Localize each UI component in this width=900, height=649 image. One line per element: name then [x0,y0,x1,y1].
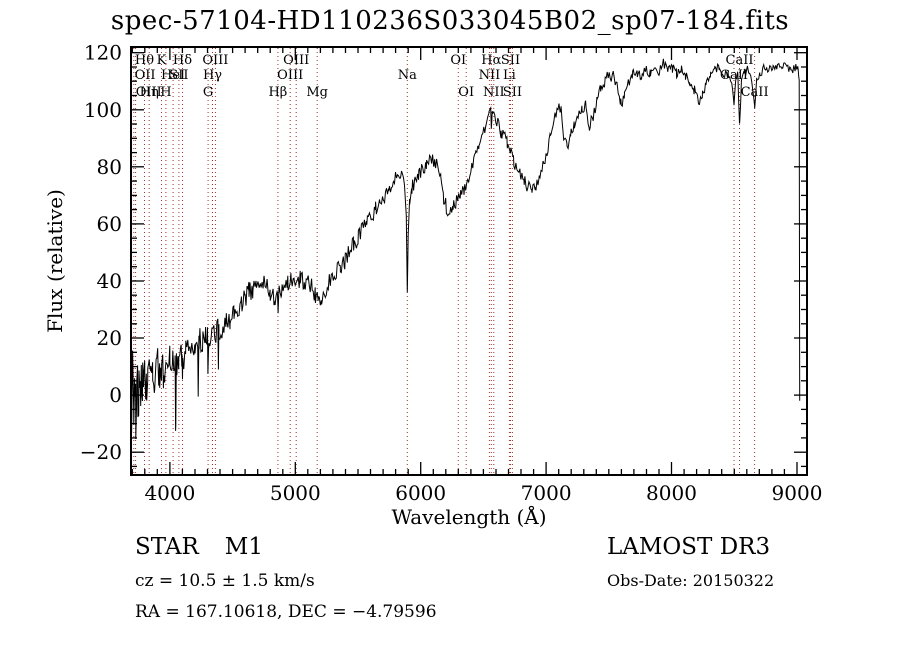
object-subclass: M1 [224,534,263,560]
svg-text:−20: −20 [80,440,122,464]
svg-text:4000: 4000 [144,481,195,505]
object-class-line: STAR M1 [135,534,263,560]
marker-label-oii: OII [135,68,156,83]
svg-text:80: 80 [97,155,122,179]
marker-label-hα: Hα [481,53,501,68]
svg-text:7000: 7000 [521,481,572,505]
marker-label-hei: HeI [161,68,185,83]
spectrum-trace [131,58,801,440]
marker-label-oiii: OIII [277,68,303,83]
svg-text:8000: 8000 [646,481,697,505]
radial-velocity-text: cz = 10.5 ± 1.5 km/s [135,571,315,591]
marker-label-li: Li [503,68,516,83]
marker-label-caii: CaII [720,68,748,83]
x-tick-labels: 4000 5000 6000 7000 8000 9000 [144,481,822,505]
svg-text:100: 100 [84,98,122,122]
y-tick-labels: −20 0 20 40 60 80 100 120 [80,41,122,465]
object-class: STAR [135,534,199,560]
survey-release-text: LAMOST DR3 [607,534,771,560]
x-axis-label: Wavelength (Å) [391,505,547,529]
marker-label-oiii: OIII [136,85,162,100]
y-axis-label: Flux (relative) [43,189,67,333]
spectral-marker-labels: OIIIOIIHθHηKHHeISIIHδGHγOIIIHβOIIIOIIIMg… [135,53,769,100]
marker-label-oiii: OIII [283,53,309,68]
svg-text:6000: 6000 [395,481,446,505]
marker-label-hβ: Hβ [268,85,287,100]
marker-label-hθ: Hθ [135,53,154,68]
marker-label-hγ: Hγ [203,68,222,83]
plot-title: spec-57104-HD110236S033045B02_sp07-184.f… [110,6,790,36]
ra-dec-text: RA = 167.10618, DEC = −4.79596 [135,602,437,622]
spectral-marker-lines [133,48,756,474]
marker-label-oi: OI [450,53,466,68]
marker-label-k: K [157,53,167,68]
svg-text:9000: 9000 [772,481,823,505]
marker-label-nii: NII [479,68,501,83]
obs-date-text: Obs-Date: 20150322 [607,571,775,590]
marker-label-mg: Mg [306,85,328,100]
marker-label-sii: SII [501,53,520,68]
marker-label-hδ: Hδ [173,53,192,68]
marker-label-nii: NII [483,85,505,100]
axis-ticks [131,47,807,475]
svg-text:5000: 5000 [270,481,321,505]
marker-label-na: Na [398,68,417,83]
svg-text:0: 0 [109,383,122,407]
marker-label-sii: SII [503,85,522,100]
plot-frame [130,46,808,476]
marker-label-g: G [203,85,213,100]
marker-label-oiii: OIII [202,53,228,68]
svg-text:120: 120 [84,41,122,65]
marker-label-oi: OI [458,85,474,100]
marker-label-caii: CaII [741,85,769,100]
marker-label-caii: CaII [726,53,754,68]
svg-text:20: 20 [97,326,122,350]
svg-text:60: 60 [97,212,122,236]
marker-label-h: H [160,85,171,100]
svg-text:40: 40 [97,269,122,293]
marker-label-sii: SII [169,68,188,83]
marker-label-hη: Hη [140,85,159,100]
